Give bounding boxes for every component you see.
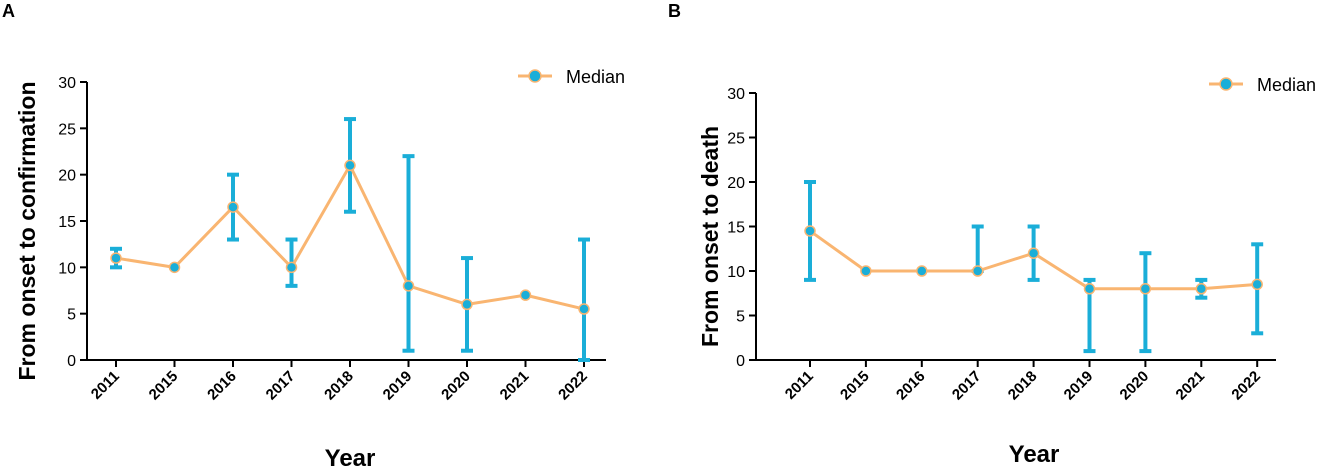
y-tick-label: 5 bbox=[736, 309, 745, 326]
x-tick-label: 2022 bbox=[555, 368, 591, 404]
y-tick-label: 15 bbox=[58, 214, 76, 231]
legend: Median bbox=[518, 67, 625, 87]
median-data-point bbox=[227, 201, 239, 213]
panel-letter: A bbox=[2, 1, 15, 21]
y-tick-label: 30 bbox=[58, 75, 76, 92]
y-tick-label: 30 bbox=[727, 86, 745, 103]
median-data-point bbox=[916, 265, 928, 277]
median-data-point bbox=[519, 289, 532, 301]
x-tick-label: 2022 bbox=[1228, 368, 1264, 404]
y-tick-label: 0 bbox=[67, 353, 76, 370]
x-tick-label: 2021 bbox=[1173, 368, 1209, 404]
median-data-point bbox=[1251, 278, 1263, 291]
median-data-point bbox=[804, 225, 816, 237]
legend-label: Median bbox=[566, 67, 625, 87]
x-axis-title: Year bbox=[325, 445, 376, 472]
median-data-point bbox=[461, 298, 473, 311]
y-tick-label: 15 bbox=[727, 220, 745, 237]
x-tick-label: 2017 bbox=[949, 368, 985, 404]
median-data-point bbox=[578, 303, 590, 315]
x-tick-label: 2017 bbox=[263, 368, 299, 404]
x-tick-label: 2011 bbox=[782, 368, 817, 403]
median-data-point bbox=[110, 252, 122, 264]
legend: Median bbox=[1209, 75, 1316, 95]
x-tick-label: 2018 bbox=[321, 368, 357, 404]
y-tick-label: 0 bbox=[736, 353, 745, 370]
median-data-point bbox=[344, 159, 356, 172]
y-tick-label: 25 bbox=[58, 121, 76, 138]
x-tick-label: 2020 bbox=[438, 368, 474, 404]
x-tick-label: 2020 bbox=[1117, 368, 1153, 404]
median-data-point bbox=[1083, 283, 1096, 295]
median-data-point bbox=[1139, 283, 1152, 295]
x-tick-label: 2015 bbox=[837, 368, 873, 404]
median-data-point bbox=[1195, 283, 1208, 295]
median-data-point bbox=[168, 261, 181, 274]
median-data-point bbox=[285, 261, 298, 274]
legend-label: Median bbox=[1257, 75, 1316, 95]
x-tick-label: 2016 bbox=[893, 368, 929, 404]
x-tick-label: 2019 bbox=[380, 368, 416, 404]
x-tick-label: 2019 bbox=[1061, 368, 1097, 404]
y-axis-title: From onset to confirmation bbox=[14, 82, 40, 381]
error-bar bbox=[971, 224, 984, 273]
y-tick-label: 10 bbox=[58, 260, 76, 277]
panel-b-chart: B 0 5 10 15 20 25 30 2011 2015 2016 2017 2018 2019 202… bbox=[668, 1, 1316, 468]
y-tick-label: 25 bbox=[727, 131, 745, 148]
panel-letter: B bbox=[668, 1, 681, 21]
x-tick-label: 2016 bbox=[204, 368, 240, 404]
y-tick-label: 20 bbox=[727, 175, 745, 192]
legend-marker-swatch bbox=[528, 69, 542, 83]
panel-a-chart: A 0 5 10 15 20 25 30 2011 2015 2016 2017 2018 2019 202… bbox=[2, 1, 625, 472]
y-tick-label: 5 bbox=[67, 307, 76, 324]
x-tick-label: 2018 bbox=[1005, 368, 1041, 404]
y-tick-label: 10 bbox=[727, 264, 745, 281]
error-bar bbox=[578, 237, 590, 362]
median-data-point bbox=[860, 265, 872, 277]
x-tick-label: 2011 bbox=[88, 368, 123, 403]
median-data-point bbox=[1027, 247, 1040, 259]
y-axis-title: From onset to death bbox=[697, 126, 723, 347]
x-tick-label: 2015 bbox=[146, 368, 182, 404]
y-tick-label: 20 bbox=[58, 168, 76, 185]
x-axis-title: Year bbox=[1009, 441, 1060, 468]
error-bar bbox=[402, 154, 415, 353]
legend-marker-swatch bbox=[1219, 77, 1233, 91]
median-data-point bbox=[971, 265, 984, 277]
error-bar bbox=[1139, 251, 1152, 354]
x-tick-label: 2021 bbox=[497, 368, 533, 404]
median-data-point bbox=[402, 280, 415, 292]
